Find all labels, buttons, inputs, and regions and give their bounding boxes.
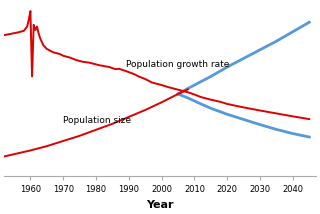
- Text: Population growth rate: Population growth rate: [125, 60, 229, 69]
- X-axis label: Year: Year: [146, 200, 174, 210]
- Text: Population size: Population size: [63, 116, 131, 125]
